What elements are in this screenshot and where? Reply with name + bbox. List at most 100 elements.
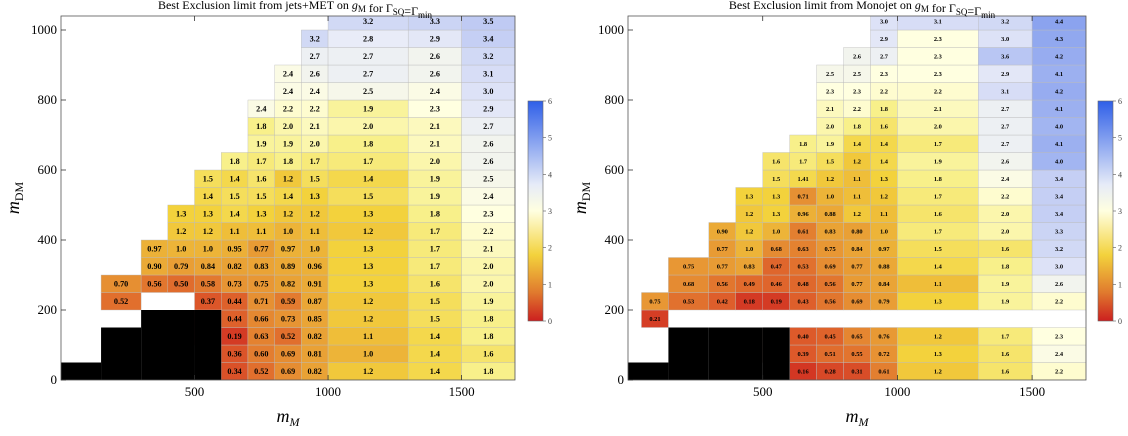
cell-value-label: 3.2 (363, 17, 373, 26)
cell-value-label: 2.9 (1001, 71, 1009, 78)
colorbar-tick-label: 1 (1118, 280, 1122, 289)
cell-value-label: 0.70 (114, 280, 128, 289)
cell-value-label: 1.4 (283, 192, 293, 201)
cell-value-label: 0.39 (798, 351, 809, 358)
cell-value-label: 0.85 (308, 315, 322, 324)
cell-value-label: 2.6 (483, 140, 493, 149)
cell-value-label: 1.8 (853, 123, 861, 130)
cell-value-label: 1.5 (430, 315, 440, 324)
cell-value-label: 1.7 (934, 141, 943, 148)
cell-value-label: 0.59 (281, 297, 295, 306)
y-tick-label: 800 (38, 92, 58, 107)
cell-value-label: 4.0 (1055, 158, 1063, 165)
right-heatmap-panel: 0.160.280.310.611.21.62.20.260.390.510.5… (570, 0, 1122, 429)
cell-value-label: 1.1 (853, 176, 861, 183)
cell-value-label: 1.9 (256, 140, 266, 149)
cell-value-label: 1.5 (203, 175, 213, 184)
cell-value-label: 0.79 (174, 262, 188, 271)
cell-value-label: 2.7 (363, 70, 373, 79)
cell-value-label: 1.3 (363, 262, 373, 271)
cell-value-label: 1.4 (430, 350, 440, 359)
cell-value-label: 2.6 (1001, 158, 1010, 165)
x-tick-label: 1000 (884, 384, 910, 399)
cell-value-label: 2.4 (1001, 176, 1010, 183)
colorbar-tick-label: 6 (1118, 97, 1122, 106)
cell-value-label: 0.95 (227, 245, 241, 254)
cell-value-label: 1.4 (229, 210, 239, 219)
heatmap-cell (1031, 327, 1086, 346)
cell-value-label: 2.6 (430, 70, 440, 79)
colorbar-tick-label: 2 (1118, 244, 1122, 253)
cell-value-label: 0.19 (771, 298, 782, 305)
cell-value-label: 0.97 (281, 245, 295, 254)
excluded-region (61, 362, 102, 380)
cell-value-label: 4.1 (1055, 141, 1063, 148)
cell-value-label: 0.44 (227, 297, 241, 306)
cell-value-label: 2.0 (826, 123, 834, 130)
cell-value-label: 3.0 (880, 18, 888, 25)
cell-value-label: 1.0 (880, 228, 888, 235)
cell-value-label: 2.2 (880, 88, 888, 95)
cell-value-label: 2.6 (1055, 281, 1064, 288)
cell-value-label: 0.84 (851, 246, 863, 253)
cell-value-label: 0.47 (771, 263, 783, 270)
cell-value-label: 0.31 (851, 368, 862, 375)
cell-value-label: 2.2 (1055, 298, 1063, 305)
cell-value-label: 1.3 (934, 298, 942, 305)
cell-value-label: 0.82 (308, 367, 322, 376)
cell-value-label: 1.2 (363, 297, 373, 306)
cell-value-label: 0.52 (281, 332, 295, 341)
cell-value-label: 0.56 (824, 298, 836, 305)
x-tick-label: 500 (185, 384, 205, 399)
cell-value-label: 0.73 (227, 280, 241, 289)
cell-value-label: 2.4 (283, 70, 293, 79)
cell-value-label: 0.82 (227, 262, 241, 271)
cell-value-label: 0.51 (824, 351, 835, 358)
cell-value-label: 2.2 (1001, 193, 1009, 200)
cell-value-label: 0.81 (308, 350, 322, 359)
cell-value-label: 4.1 (1055, 106, 1063, 113)
cell-value-label: 1.4 (880, 158, 889, 165)
cell-value-label: 1.3 (363, 210, 373, 219)
cell-value-label: 0.91 (308, 280, 322, 289)
cell-value-label: 0.69 (851, 298, 862, 305)
cell-value-label: 2.0 (1001, 211, 1009, 218)
cell-value-label: 1.9 (1001, 281, 1009, 288)
cell-value-label: 1.7 (310, 157, 320, 166)
cell-value-label: 1.0 (203, 245, 213, 254)
cell-value-label: 0.63 (798, 246, 809, 253)
cell-value-label: 0.34 (227, 367, 241, 376)
cell-value-label: 1.7 (799, 158, 808, 165)
cell-value-label: 2.3 (934, 36, 942, 43)
cell-value-label: 0.82 (308, 332, 322, 341)
cell-value-label: 2.3 (1055, 333, 1063, 340)
x-tick-label: 1500 (449, 384, 475, 399)
cell-value-label: 2.7 (1001, 106, 1010, 113)
y-axis-label: mDM (570, 182, 593, 215)
cell-value-label: 2.4 (483, 192, 493, 201)
cell-value-label: 0.56 (824, 281, 836, 288)
cell-value-label: 1.2 (826, 176, 834, 183)
cell-value-label: 2.7 (483, 122, 493, 131)
cell-value-label: 1.7 (934, 193, 943, 200)
y-tick-label: 1000 (598, 22, 624, 37)
cell-value-label: 1.0 (772, 228, 780, 235)
cell-value-label: 2.1 (483, 245, 493, 254)
cell-value-label: 0.36 (227, 350, 241, 359)
cell-value-label: 2.0 (283, 122, 293, 131)
colorbar (527, 100, 544, 322)
cell-value-label: 2.6 (483, 157, 493, 166)
cell-value-label: 2.1 (826, 106, 834, 113)
cell-value-label: 2.2 (310, 105, 320, 114)
cell-value-label: 0.52 (114, 297, 128, 306)
cell-value-label: 0.37 (201, 297, 215, 306)
cell-value-label: 2.3 (934, 53, 942, 60)
cell-value-label: 3.3 (430, 17, 440, 26)
cell-value-label: 1.2 (283, 210, 293, 219)
cell-value-label: 1.3 (363, 245, 373, 254)
y-tick-label: 400 (605, 232, 625, 247)
cell-value-label: 2.7 (1001, 123, 1010, 130)
cell-value-label: 1.1 (853, 193, 861, 200)
cell-value-label: 0.76 (878, 333, 890, 340)
